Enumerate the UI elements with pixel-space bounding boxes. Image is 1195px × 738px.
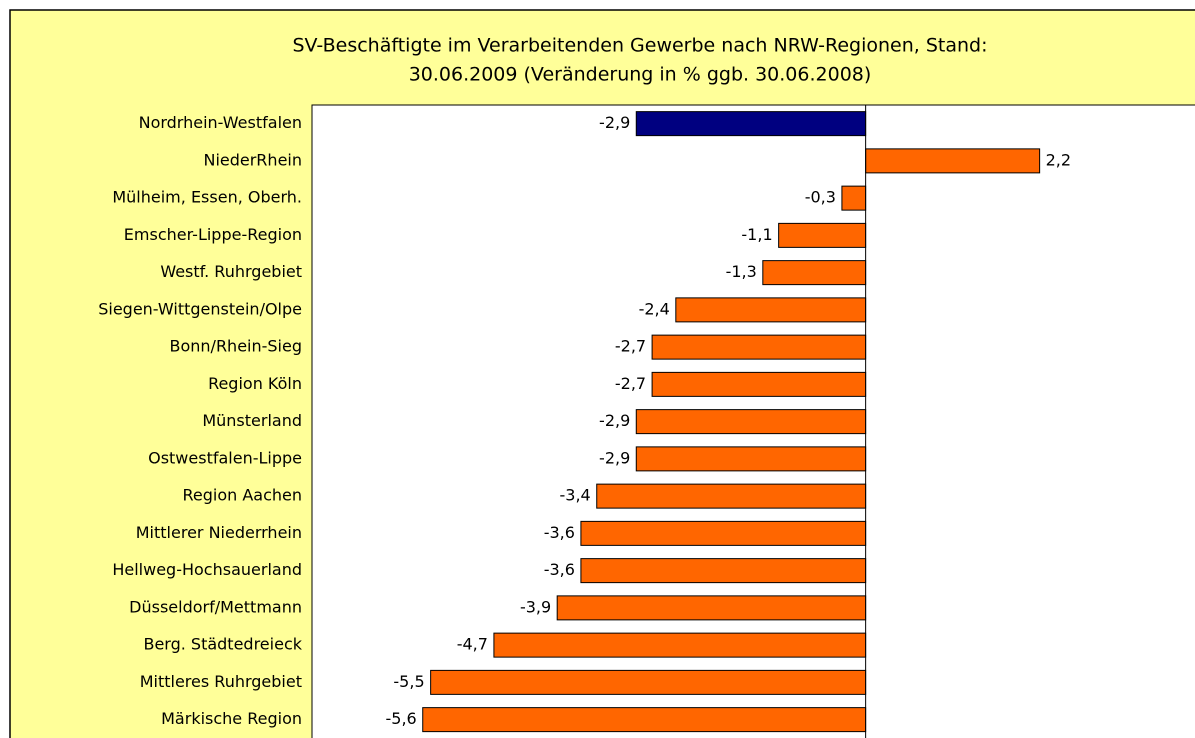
category-label: Bonn/Rhein-Sieg: [170, 337, 303, 356]
value-label: -1,1: [741, 225, 772, 244]
bar: [675, 297, 867, 323]
bar: [762, 260, 867, 286]
category-label: Ostwestfalen-Lippe: [148, 448, 302, 467]
bar: [651, 334, 867, 360]
bar: [635, 409, 867, 435]
category-label: Mittleres Ruhrgebiet: [140, 672, 302, 691]
bar: [635, 111, 867, 137]
value-label: -5,5: [393, 672, 424, 691]
value-label: -2,7: [615, 374, 646, 393]
bar: [422, 707, 867, 733]
category-label: Region Aachen: [182, 486, 302, 505]
category-label: Emscher-Lippe-Region: [124, 225, 302, 244]
value-label: -2,7: [615, 337, 646, 356]
bar: [580, 558, 867, 584]
bar: [596, 483, 867, 509]
category-label: Mülheim, Essen, Oberh.: [112, 188, 302, 207]
bar: [430, 669, 867, 695]
value-label: -2,9: [599, 411, 630, 430]
bar: [865, 148, 1041, 174]
value-label: -3,6: [544, 523, 575, 542]
category-label: Mittlerer Niederrhein: [136, 523, 302, 542]
value-label: -3,9: [520, 597, 551, 616]
category-label: Berg. Städtedreieck: [143, 635, 302, 654]
value-label: -1,3: [726, 262, 757, 281]
category-label: Westf. Ruhrgebiet: [160, 262, 302, 281]
value-label: -0,3: [805, 188, 836, 207]
category-label: Siegen-Wittgenstein/Olpe: [98, 299, 302, 318]
value-label: -3,6: [544, 560, 575, 579]
bar: [778, 222, 867, 248]
bar: [493, 632, 867, 658]
chart-title: 30.06.2009 (Veränderung in % ggb. 30.06.…: [409, 64, 872, 86]
category-label: Düsseldorf/Mettmann: [129, 597, 302, 616]
value-label: -2,9: [599, 113, 630, 132]
bar: [651, 371, 867, 397]
value-label: -2,9: [599, 448, 630, 467]
value-label: -4,7: [457, 635, 488, 654]
bar: [580, 520, 867, 546]
value-label: -3,4: [560, 486, 591, 505]
chart-title: SV-Beschäftigte im Verarbeitenden Gewerb…: [292, 35, 987, 57]
category-label: Region Köln: [208, 374, 302, 393]
category-label: NiederRhein: [203, 150, 302, 169]
bar: [841, 185, 867, 211]
category-label: Nordrhein-Westfalen: [139, 113, 302, 132]
bar: [556, 595, 867, 621]
value-label: -2,4: [639, 299, 670, 318]
value-label: -5,6: [386, 709, 417, 728]
bar: [635, 446, 867, 472]
category-label: Hellweg-Hochsauerland: [112, 560, 302, 579]
value-label: 2,2: [1046, 150, 1071, 169]
category-label: Münsterland: [202, 411, 302, 430]
category-label: Märkische Region: [161, 709, 302, 728]
